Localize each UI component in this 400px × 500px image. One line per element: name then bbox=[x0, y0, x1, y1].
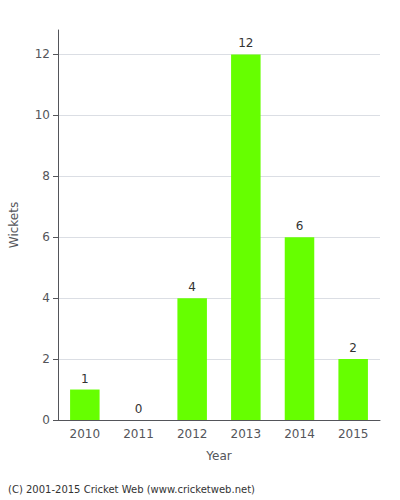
svg-text:2: 2 bbox=[42, 352, 50, 366]
svg-text:8: 8 bbox=[42, 169, 50, 183]
svg-text:2011: 2011 bbox=[123, 427, 154, 441]
svg-text:10: 10 bbox=[35, 108, 50, 122]
svg-text:Year: Year bbox=[205, 449, 231, 463]
svg-text:2013: 2013 bbox=[231, 427, 262, 441]
svg-text:4: 4 bbox=[188, 280, 196, 294]
svg-text:2010: 2010 bbox=[70, 427, 101, 441]
svg-text:2015: 2015 bbox=[338, 427, 369, 441]
svg-text:2: 2 bbox=[349, 341, 357, 355]
svg-text:2014: 2014 bbox=[284, 427, 315, 441]
svg-text:2012: 2012 bbox=[177, 427, 208, 441]
svg-text:Wickets: Wickets bbox=[7, 202, 21, 248]
svg-text:6: 6 bbox=[42, 230, 50, 244]
svg-text:6: 6 bbox=[296, 219, 304, 233]
svg-text:(C) 2001-2015 Cricket Web (www: (C) 2001-2015 Cricket Web (www.cricketwe… bbox=[8, 484, 255, 495]
svg-text:0: 0 bbox=[135, 402, 143, 416]
svg-text:1: 1 bbox=[81, 372, 89, 386]
svg-text:12: 12 bbox=[238, 36, 253, 50]
svg-text:4: 4 bbox=[42, 291, 50, 305]
svg-text:0: 0 bbox=[42, 413, 50, 427]
svg-text:12: 12 bbox=[35, 47, 50, 61]
